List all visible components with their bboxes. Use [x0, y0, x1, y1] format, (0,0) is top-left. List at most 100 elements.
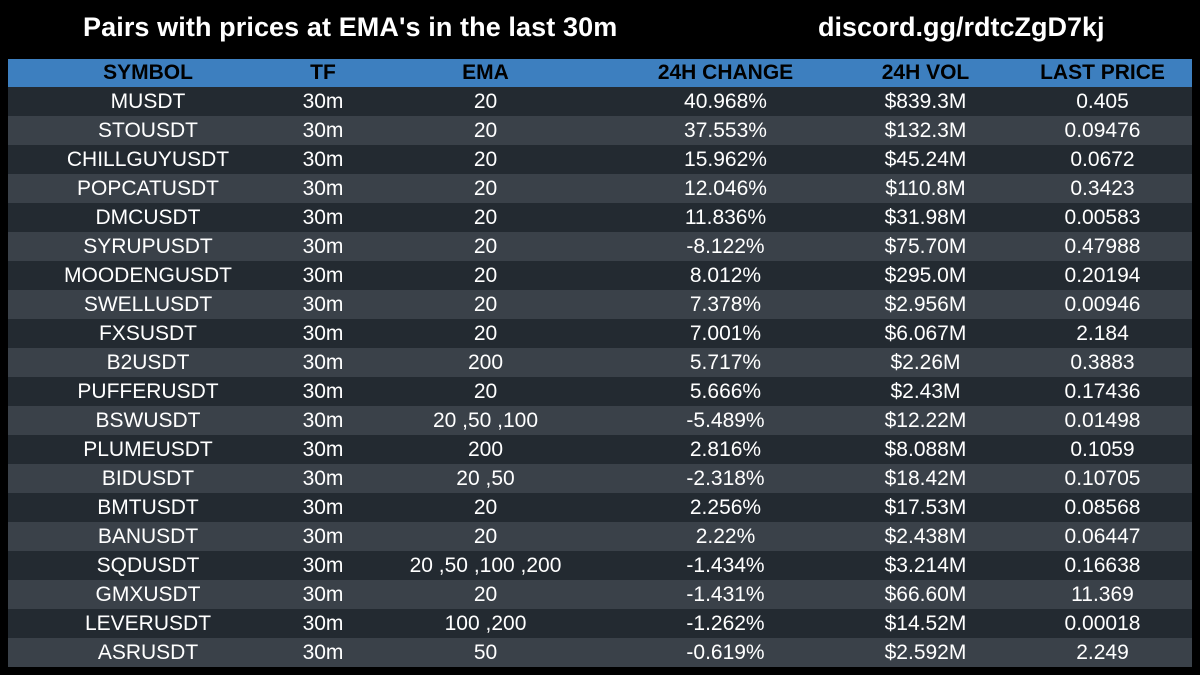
column-header-24h-vol[interactable]: 24H VOL	[881, 61, 970, 84]
table-row[interactable]: MOODENGUSDT 30m 20 8.012% $295.0M 0.20194	[8, 261, 1192, 290]
ema-cell: 20	[473, 379, 498, 403]
table-header-row: SYMBOL TF EMA 24H CHANGE 24H VOL LAST PR…	[8, 59, 1192, 87]
change-cell: -8.122%	[686, 234, 765, 258]
volume-cell: $2.592M	[884, 640, 967, 664]
change-cell: 5.666%	[689, 379, 762, 403]
change-cell: -2.318%	[686, 466, 765, 490]
table-row[interactable]: BSWUSDT 30m 20 ,50 ,100 -5.489% $12.22M 0.014…	[8, 406, 1192, 435]
tf-cell: 30m	[302, 437, 344, 461]
tf-cell: 30m	[302, 582, 344, 606]
change-cell: -1.431%	[686, 582, 765, 606]
symbol-cell: GMXUSDT	[95, 582, 201, 606]
price-cell: 2.184	[1076, 321, 1129, 345]
tf-cell: 30m	[302, 176, 344, 200]
table-row[interactable]: STOUSDT 30m 20 37.553% $132.3M 0.09476	[8, 116, 1192, 145]
change-cell: 40.968%	[684, 89, 767, 113]
price-cell: 0.16638	[1064, 553, 1141, 577]
table-row[interactable]: FXSUSDT 30m 20 7.001% $6.067M 2.184	[8, 319, 1192, 348]
table-row[interactable]: LEVERUSDT 30m 100 ,200 -1.262% $14.52M 0.0001…	[8, 609, 1192, 638]
price-cell: 0.0672	[1070, 147, 1135, 171]
change-cell: -1.434%	[686, 553, 765, 577]
table-body: MUSDT 30m 20 40.968% $839.3M 0.405 STOUSDT 30m 2…	[8, 87, 1192, 667]
change-cell: 11.836%	[684, 205, 767, 229]
ema-pairs-table: SYMBOL TF EMA 24H CHANGE 24H VOL LAST PR…	[8, 59, 1192, 667]
table-row[interactable]: SQDUSDT 30m 20 ,50 ,100 ,200 -1.434% $3.214M…	[8, 551, 1192, 580]
tf-cell: 30m	[302, 292, 344, 316]
ema-cell: 100 ,200	[444, 611, 527, 635]
table-row[interactable]: B2USDT 30m 200 5.717% $2.26M 0.3883	[8, 348, 1192, 377]
table-row[interactable]: BIDUSDT 30m 20 ,50 -2.318% $18.42M 0.10705	[8, 464, 1192, 493]
table-row[interactable]: DMCUSDT 30m 20 11.836% $31.98M 0.00583	[8, 203, 1192, 232]
volume-cell: $45.24M	[884, 147, 967, 171]
table-row[interactable]: SYRUPUSDT 30m 20 -8.122% $75.70M 0.47988	[8, 232, 1192, 261]
symbol-cell: DMCUSDT	[95, 205, 201, 229]
volume-cell: $14.52M	[884, 611, 967, 635]
ema-cell: 20	[473, 89, 498, 113]
price-cell: 0.06447	[1064, 524, 1141, 548]
change-cell: 2.816%	[689, 437, 762, 461]
ema-cell: 50	[473, 640, 498, 664]
table-row[interactable]: CHILLGUYUSDT 30m 20 15.962% $45.24M 0.0672	[8, 145, 1192, 174]
table-row[interactable]: PUFFERUSDT 30m 20 5.666% $2.43M 0.17436	[8, 377, 1192, 406]
table-row[interactable]: BMTUSDT 30m 20 2.256% $17.53M 0.08568	[8, 493, 1192, 522]
symbol-cell: BSWUSDT	[95, 408, 201, 432]
ema-cell: 20 ,50	[456, 466, 515, 490]
ema-cell: 20	[473, 263, 498, 287]
symbol-cell: SYRUPUSDT	[83, 234, 213, 258]
column-header-ema[interactable]: EMA	[462, 61, 509, 84]
volume-cell: $110.8M	[885, 176, 966, 200]
price-cell: 0.09476	[1064, 118, 1141, 142]
tf-cell: 30m	[302, 466, 344, 490]
table-row[interactable]: MUSDT 30m 20 40.968% $839.3M 0.405	[8, 87, 1192, 116]
tf-cell: 30m	[302, 321, 344, 345]
symbol-cell: BIDUSDT	[101, 466, 195, 490]
volume-cell: $6.067M	[884, 321, 967, 345]
ema-cell: 20	[473, 582, 498, 606]
table-row[interactable]: GMXUSDT 30m 20 -1.431% $66.60M 11.369	[8, 580, 1192, 609]
column-header-tf[interactable]: TF	[310, 61, 336, 84]
volume-cell: $12.22M	[884, 408, 967, 432]
table-row[interactable]: BANUSDT 30m 20 2.22% $2.438M 0.06447	[8, 522, 1192, 551]
symbol-cell: PUFFERUSDT	[77, 379, 219, 403]
change-cell: 7.001%	[689, 321, 762, 345]
table-row[interactable]: POPCATUSDT 30m 20 12.046% $110.8M 0.3423	[8, 174, 1192, 203]
price-cell: 0.3423	[1070, 176, 1135, 200]
table-row[interactable]: PLUMEUSDT 30m 200 2.816% $8.088M 0.1059	[8, 435, 1192, 464]
column-header-last-price[interactable]: LAST PRICE	[1040, 61, 1165, 84]
change-cell: 5.717%	[689, 350, 762, 374]
price-cell: 0.47988	[1064, 234, 1141, 258]
table-row[interactable]: SWELLUSDT 30m 20 7.378% $2.956M 0.00946	[8, 290, 1192, 319]
tf-cell: 30m	[302, 263, 344, 287]
tf-cell: 30m	[302, 205, 344, 229]
change-cell: -5.489%	[686, 408, 765, 432]
symbol-cell: MUSDT	[110, 89, 186, 113]
table-row[interactable]: ASRUSDT 30m 50 -0.619% $2.592M 2.249	[8, 638, 1192, 667]
tf-cell: 30m	[302, 118, 344, 142]
volume-cell: $2.43M	[890, 379, 961, 403]
ema-cell: 20	[473, 495, 498, 519]
column-header-symbol[interactable]: SYMBOL	[103, 61, 193, 84]
ema-cell: 20	[473, 292, 498, 316]
ema-cell: 20	[473, 205, 498, 229]
volume-cell: $18.42M	[884, 466, 967, 490]
volume-cell: $66.60M	[884, 582, 967, 606]
tf-cell: 30m	[302, 89, 344, 113]
column-header-24h-change[interactable]: 24H CHANGE	[657, 61, 794, 84]
change-cell: 8.012%	[689, 263, 762, 287]
ema-cell: 20	[473, 147, 498, 171]
volume-cell: $31.98M	[884, 205, 967, 229]
price-cell: 2.249	[1076, 640, 1129, 664]
change-cell: 2.256%	[689, 495, 762, 519]
price-cell: 0.20194	[1064, 263, 1141, 287]
discord-invite-link[interactable]: discord.gg/rdtcZgD7kj	[818, 12, 1105, 42]
change-cell: 15.962%	[684, 147, 767, 171]
price-cell: 0.00583	[1064, 205, 1141, 229]
symbol-cell: BANUSDT	[97, 524, 199, 548]
price-cell: 0.3883	[1070, 350, 1135, 374]
price-cell: 0.10705	[1064, 466, 1141, 490]
volume-cell: $75.70M	[884, 234, 967, 258]
page-header: Pairs with prices at EMA's in the last 3…	[0, 0, 1200, 58]
page-title: Pairs with prices at EMA's in the last 3…	[83, 12, 618, 42]
volume-cell: $132.3M	[884, 118, 967, 142]
tf-cell: 30m	[302, 408, 344, 432]
